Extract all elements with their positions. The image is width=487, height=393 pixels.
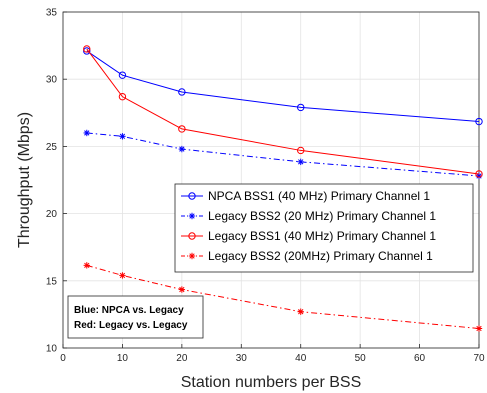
legend: NPCA BSS1 (40 MHz) Primary Channel 1 Lega…: [174, 183, 474, 273]
legend-marker: [188, 192, 196, 200]
series-4: [83, 262, 483, 332]
x-tick-label: 60: [414, 353, 426, 364]
data-point: [178, 145, 186, 153]
star-marker-stroke: [179, 146, 185, 152]
y-tick-label: 30: [46, 75, 58, 86]
star-marker-stroke: [298, 309, 304, 315]
data-point: [297, 158, 304, 166]
data-point: [475, 170, 483, 178]
annotation-box: Blue: NPCA vs. Legacy Red: Legacy vs. Leg…: [67, 295, 204, 339]
legend-label: Legacy BSS2 (20MHz) Primary Channel 1: [208, 249, 433, 263]
x-tick-label: 40: [295, 353, 307, 364]
y-tick-label: 25: [46, 142, 58, 153]
series-1: [83, 47, 483, 126]
series-1-line: [86, 50, 480, 123]
data-point: [83, 129, 90, 137]
x-tick-label: 0: [60, 353, 66, 364]
plot-frame: [62, 11, 480, 349]
legend-marker: [188, 212, 196, 220]
legend-entry: Legacy BSS1 (40 MHz) Primary Channel 1: [181, 229, 436, 243]
x-tick-label: 70: [473, 353, 485, 364]
x-tick-label: 50: [355, 353, 367, 364]
data-point: [178, 286, 186, 293]
annotation-frame: [67, 295, 204, 339]
y-tick-label: 20: [46, 209, 58, 220]
x-axis-title: Station numbers per BSS: [181, 374, 362, 391]
legend-label: Legacy BSS1 (40 MHz) Primary Channel 1: [208, 229, 436, 243]
series-2: [83, 129, 483, 180]
data-point: [475, 117, 483, 126]
data-point: [297, 103, 305, 112]
series-3: [83, 45, 483, 178]
data-point: [83, 45, 91, 53]
annotation-line: Red: Legacy vs. Legacy: [74, 320, 188, 331]
star-marker-stroke: [119, 133, 126, 139]
y-tick-label: 15: [46, 276, 58, 287]
annotation-line: Blue: NPCA vs. Legacy: [74, 305, 184, 316]
legend-entry: Legacy BSS2 (20MHz) Primary Channel 1: [181, 249, 433, 263]
legend-marker: [188, 232, 196, 240]
y-tick-label: 35: [46, 8, 58, 19]
x-tick-label: 20: [176, 353, 188, 364]
data-point: [178, 88, 186, 96]
legend-entry: NPCA BSS1 (40 MHz) Primary Channel 1: [181, 189, 430, 203]
x-tick-label: 30: [236, 353, 248, 364]
data-point: [83, 262, 90, 269]
star-marker-stroke: [189, 253, 195, 259]
data-point: [297, 308, 304, 315]
data-point: [297, 146, 305, 155]
legend-marker: [188, 252, 196, 260]
star-marker-stroke: [119, 272, 126, 279]
data-point: [178, 125, 186, 133]
data-point: [118, 92, 127, 101]
x-tick-label: 10: [117, 353, 129, 364]
series-group: [83, 45, 483, 332]
data-point: [475, 325, 483, 332]
legend-entry: Legacy BSS2 (20 MHz) Primary Channel 1: [181, 209, 436, 223]
legend-label: NPCA BSS1 (40 MHz) Primary Channel 1: [208, 189, 430, 203]
y-axis-title: Throughput (Mbps): [16, 112, 33, 248]
series-3-line: [86, 48, 480, 175]
star-marker-stroke: [476, 173, 482, 179]
star-marker-stroke: [84, 262, 90, 268]
star-marker-stroke: [476, 325, 482, 332]
y-tick-label: 10: [46, 344, 58, 355]
data-point: [119, 272, 126, 279]
star-marker-stroke: [298, 159, 304, 165]
legend-box: [174, 183, 474, 273]
star-marker-stroke: [84, 130, 90, 136]
data-point: [118, 71, 127, 79]
data-point: [119, 133, 126, 140]
data-point: [83, 47, 91, 55]
star-marker-stroke: [189, 213, 195, 219]
legend-label: Legacy BSS2 (20 MHz) Primary Channel 1: [208, 209, 436, 223]
star-marker-stroke: [179, 286, 185, 293]
